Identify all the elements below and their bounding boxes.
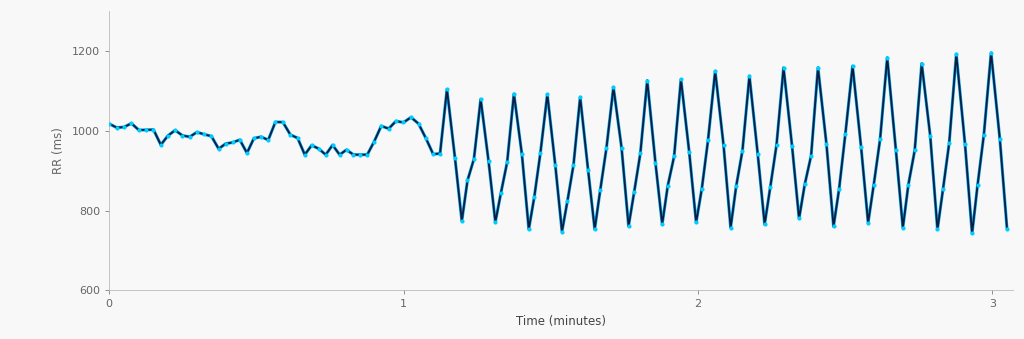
X-axis label: Time (minutes): Time (minutes) — [516, 315, 606, 328]
Y-axis label: RR (ms): RR (ms) — [52, 127, 66, 174]
